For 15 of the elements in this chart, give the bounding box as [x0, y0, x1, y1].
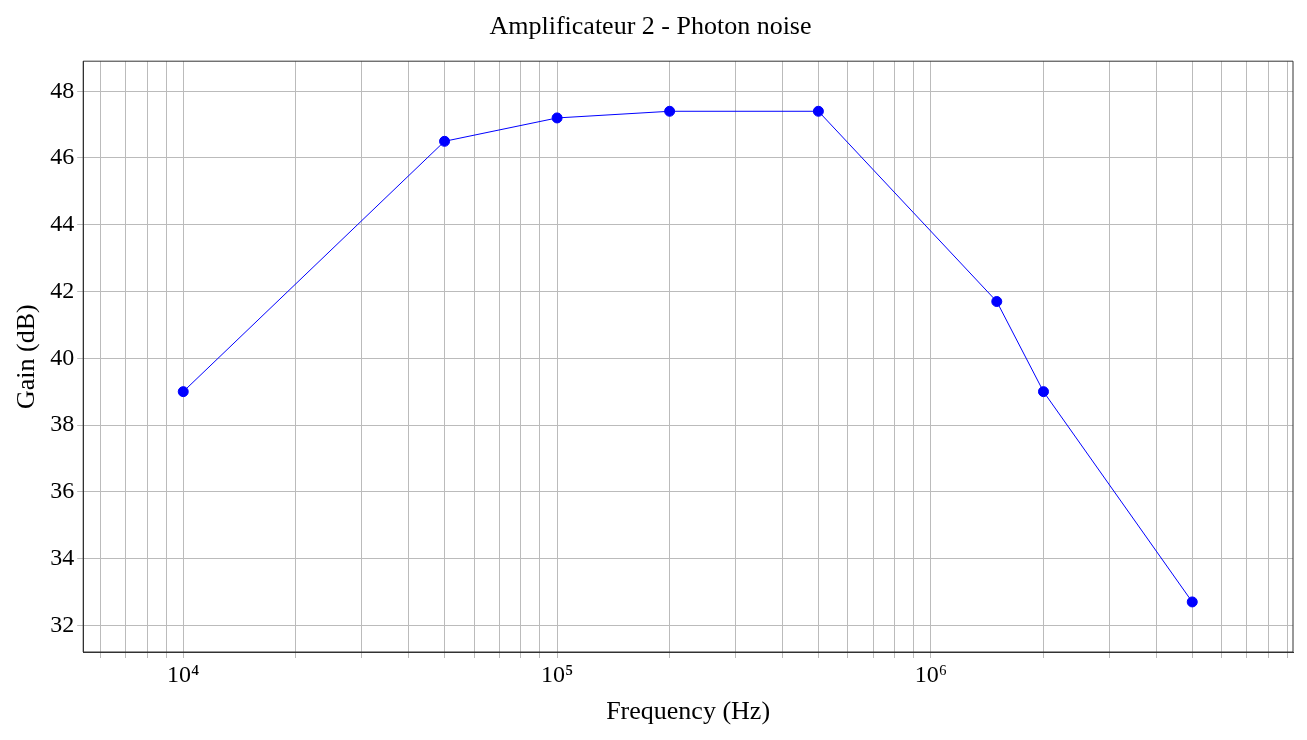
y-tick-label: 42: [50, 276, 75, 303]
y-tick-label: 36: [50, 477, 75, 504]
y-tick-label: 38: [50, 410, 75, 437]
y-tick-label: 46: [50, 143, 75, 170]
y-tick-label: 34: [50, 543, 75, 570]
x-axis-title: Frequency (Hz): [606, 696, 771, 726]
chart-title: Amplificateur 2 - Photon noise: [489, 11, 812, 41]
y-tick-label: 48: [50, 76, 75, 103]
y-axis-title: Gain (dB): [11, 304, 41, 409]
x-tick-label: 10⁵: [540, 660, 574, 687]
y-tick-label: 40: [50, 343, 75, 370]
x-tick-label: 10⁴: [167, 660, 200, 687]
x-tick-label: 10⁶: [914, 660, 948, 687]
y-tick-label: 44: [50, 210, 75, 237]
y-tick-label: 32: [50, 610, 75, 637]
